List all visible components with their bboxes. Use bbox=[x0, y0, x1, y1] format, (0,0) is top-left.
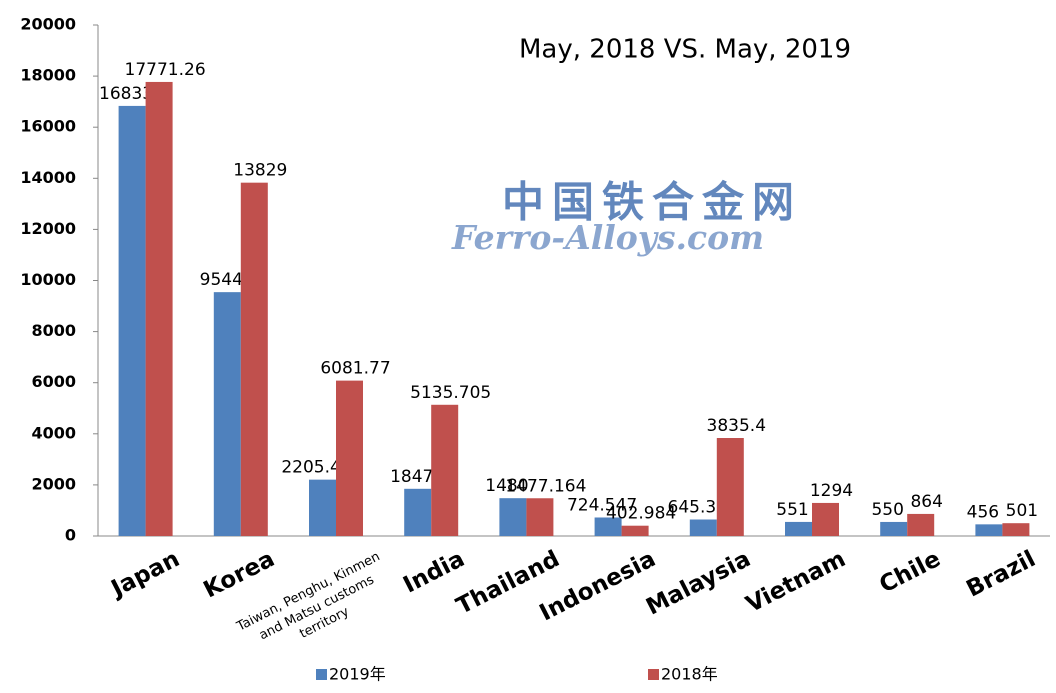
y-tick-label: 16000 bbox=[20, 117, 76, 136]
data-label: 501 bbox=[1006, 501, 1038, 521]
data-label: 17771.26 bbox=[125, 60, 206, 80]
data-label: 551 bbox=[776, 500, 808, 520]
legend-swatch bbox=[648, 669, 659, 680]
y-tick-label: 20000 bbox=[20, 15, 76, 34]
bar bbox=[621, 525, 649, 536]
y-tick-label: 12000 bbox=[20, 219, 76, 238]
data-label: 1480 bbox=[485, 476, 528, 496]
y-tick-label: 8000 bbox=[31, 321, 76, 340]
bar bbox=[404, 488, 432, 536]
data-label: 1847 bbox=[390, 467, 433, 487]
y-tick-label: 4000 bbox=[31, 423, 76, 442]
data-label: 1477.164 bbox=[505, 476, 586, 496]
data-label: 724.547 bbox=[567, 495, 637, 515]
legend-label: 2018年 bbox=[661, 665, 718, 684]
y-tick-label: 14000 bbox=[20, 168, 76, 187]
bar bbox=[689, 519, 717, 536]
data-label: 402.984 bbox=[606, 504, 676, 524]
bar bbox=[309, 479, 336, 536]
data-label: 864 bbox=[910, 492, 942, 512]
y-tick-label: 0 bbox=[65, 526, 76, 545]
legend-swatch bbox=[316, 669, 327, 680]
data-label: 16833 bbox=[99, 84, 153, 104]
bar bbox=[716, 438, 744, 536]
bar bbox=[431, 404, 459, 536]
y-tick-label: 18000 bbox=[20, 66, 76, 85]
data-label: 5135.705 bbox=[410, 383, 491, 403]
bar bbox=[880, 521, 908, 536]
data-label: 13829 bbox=[233, 161, 287, 181]
data-label: 6081.77 bbox=[320, 359, 390, 379]
bar bbox=[785, 521, 812, 536]
chart-title: May, 2018 VS. May, 2019 bbox=[519, 35, 851, 65]
y-tick-label: 2000 bbox=[31, 474, 76, 493]
data-label: 9544 bbox=[200, 270, 243, 290]
bar bbox=[499, 498, 527, 536]
bar bbox=[1002, 523, 1030, 536]
data-label: 1294 bbox=[810, 481, 853, 501]
bar bbox=[812, 502, 839, 536]
watermark-cn: 中国铁合金网 bbox=[502, 178, 802, 227]
bar bbox=[526, 498, 554, 536]
legend-label: 2019年 bbox=[329, 665, 386, 684]
data-label: 550 bbox=[871, 500, 903, 520]
bar bbox=[145, 81, 173, 536]
watermark-en: Ferro-Alloys.com bbox=[451, 218, 764, 257]
bar bbox=[118, 105, 146, 537]
y-tick-label: 10000 bbox=[20, 270, 76, 289]
data-label: 456 bbox=[967, 502, 999, 522]
bar bbox=[336, 380, 363, 536]
y-tick-label: 6000 bbox=[31, 372, 76, 391]
bar bbox=[240, 182, 268, 536]
bar bbox=[594, 517, 622, 536]
data-label: 645.38 bbox=[668, 498, 727, 518]
data-label: 3835.4 bbox=[707, 416, 766, 436]
bar bbox=[213, 292, 241, 536]
bar bbox=[907, 513, 935, 536]
bar bbox=[975, 524, 1003, 536]
data-label: 2205.45 bbox=[281, 458, 351, 478]
